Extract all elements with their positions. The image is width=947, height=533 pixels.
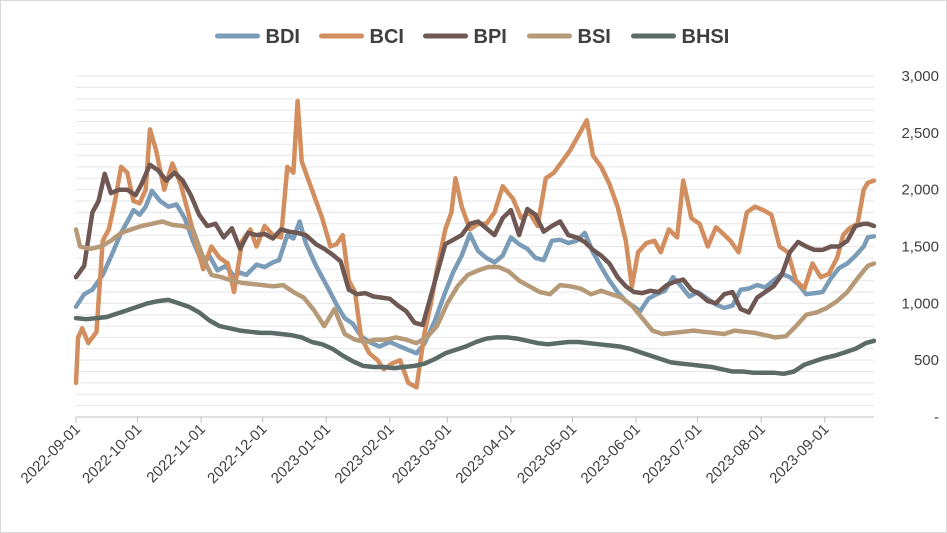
series-lines <box>73 98 877 390</box>
x-axis-tick-labels: 2022-09-012022-10-012022-11-012022-12-01… <box>18 421 833 487</box>
legend-label-bsi: BSI <box>578 26 611 48</box>
series-line-bhsi <box>73 297 877 377</box>
legend: BDI BCI BPI BSI BHSI <box>215 26 730 48</box>
y-tick-label: 2,500 <box>901 125 939 142</box>
x-tick-label: 2023-01-01 <box>268 421 334 487</box>
y-tick-label: 2,000 <box>901 182 939 199</box>
series-line-bci <box>73 98 877 390</box>
y-tick-label: 1,000 <box>901 295 939 312</box>
x-tick-label: 2023-07-01 <box>639 421 705 487</box>
y-tick-label: 3,000 <box>901 68 939 85</box>
x-tick-label: 2023-02-01 <box>331 421 397 487</box>
x-tick-label: 2023-03-01 <box>389 421 455 487</box>
series-line-bsi <box>73 219 877 346</box>
legend-label-bci: BCI <box>370 26 404 48</box>
x-tick-label: 2023-04-01 <box>452 421 518 487</box>
y-tick-label: - <box>934 409 939 426</box>
y-axis-tick-labels: - 500 1,000 1,500 2,000 2,500 3,000 <box>901 68 939 426</box>
x-tick-label: 2022-12-01 <box>204 421 270 487</box>
x-tick-label: 2022-11-01 <box>143 421 208 486</box>
axes <box>75 416 874 423</box>
legend-label-bhsi: BHSI <box>682 26 730 48</box>
gridlines <box>76 75 874 407</box>
x-tick-label: 2023-06-01 <box>578 421 644 487</box>
series-line-bpi <box>73 162 877 328</box>
x-tick-label: 2022-09-01 <box>18 421 84 487</box>
x-tick-label: 2023-05-01 <box>514 421 580 487</box>
y-tick-label: 1,500 <box>901 239 939 256</box>
x-tick-label: 2023-09-01 <box>766 421 832 487</box>
legend-label-bdi: BDI <box>266 26 300 48</box>
x-tick-label: 2023-08-01 <box>703 421 769 487</box>
x-tick-label: 2022-10-01 <box>79 421 145 487</box>
y-tick-label: 500 <box>914 352 939 369</box>
legend-label-bpi: BPI <box>474 26 507 48</box>
